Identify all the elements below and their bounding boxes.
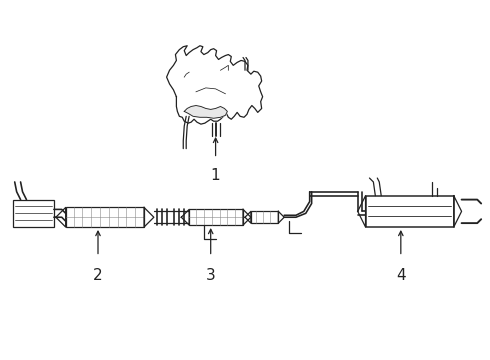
Polygon shape (167, 46, 263, 124)
Bar (13, 199, 54, 227)
Polygon shape (144, 207, 154, 227)
Polygon shape (184, 105, 227, 118)
Text: 1: 1 (211, 168, 220, 183)
Polygon shape (278, 211, 284, 223)
Bar (251, 211, 278, 223)
Bar (366, 196, 454, 227)
Polygon shape (56, 207, 66, 227)
Polygon shape (181, 210, 189, 225)
Text: 3: 3 (206, 268, 216, 283)
Polygon shape (454, 196, 462, 227)
Polygon shape (358, 196, 366, 227)
Text: 2: 2 (93, 268, 103, 283)
Polygon shape (243, 210, 251, 225)
Bar (66, 207, 144, 227)
Polygon shape (245, 211, 251, 223)
Bar (189, 210, 243, 225)
Text: 4: 4 (396, 268, 406, 283)
